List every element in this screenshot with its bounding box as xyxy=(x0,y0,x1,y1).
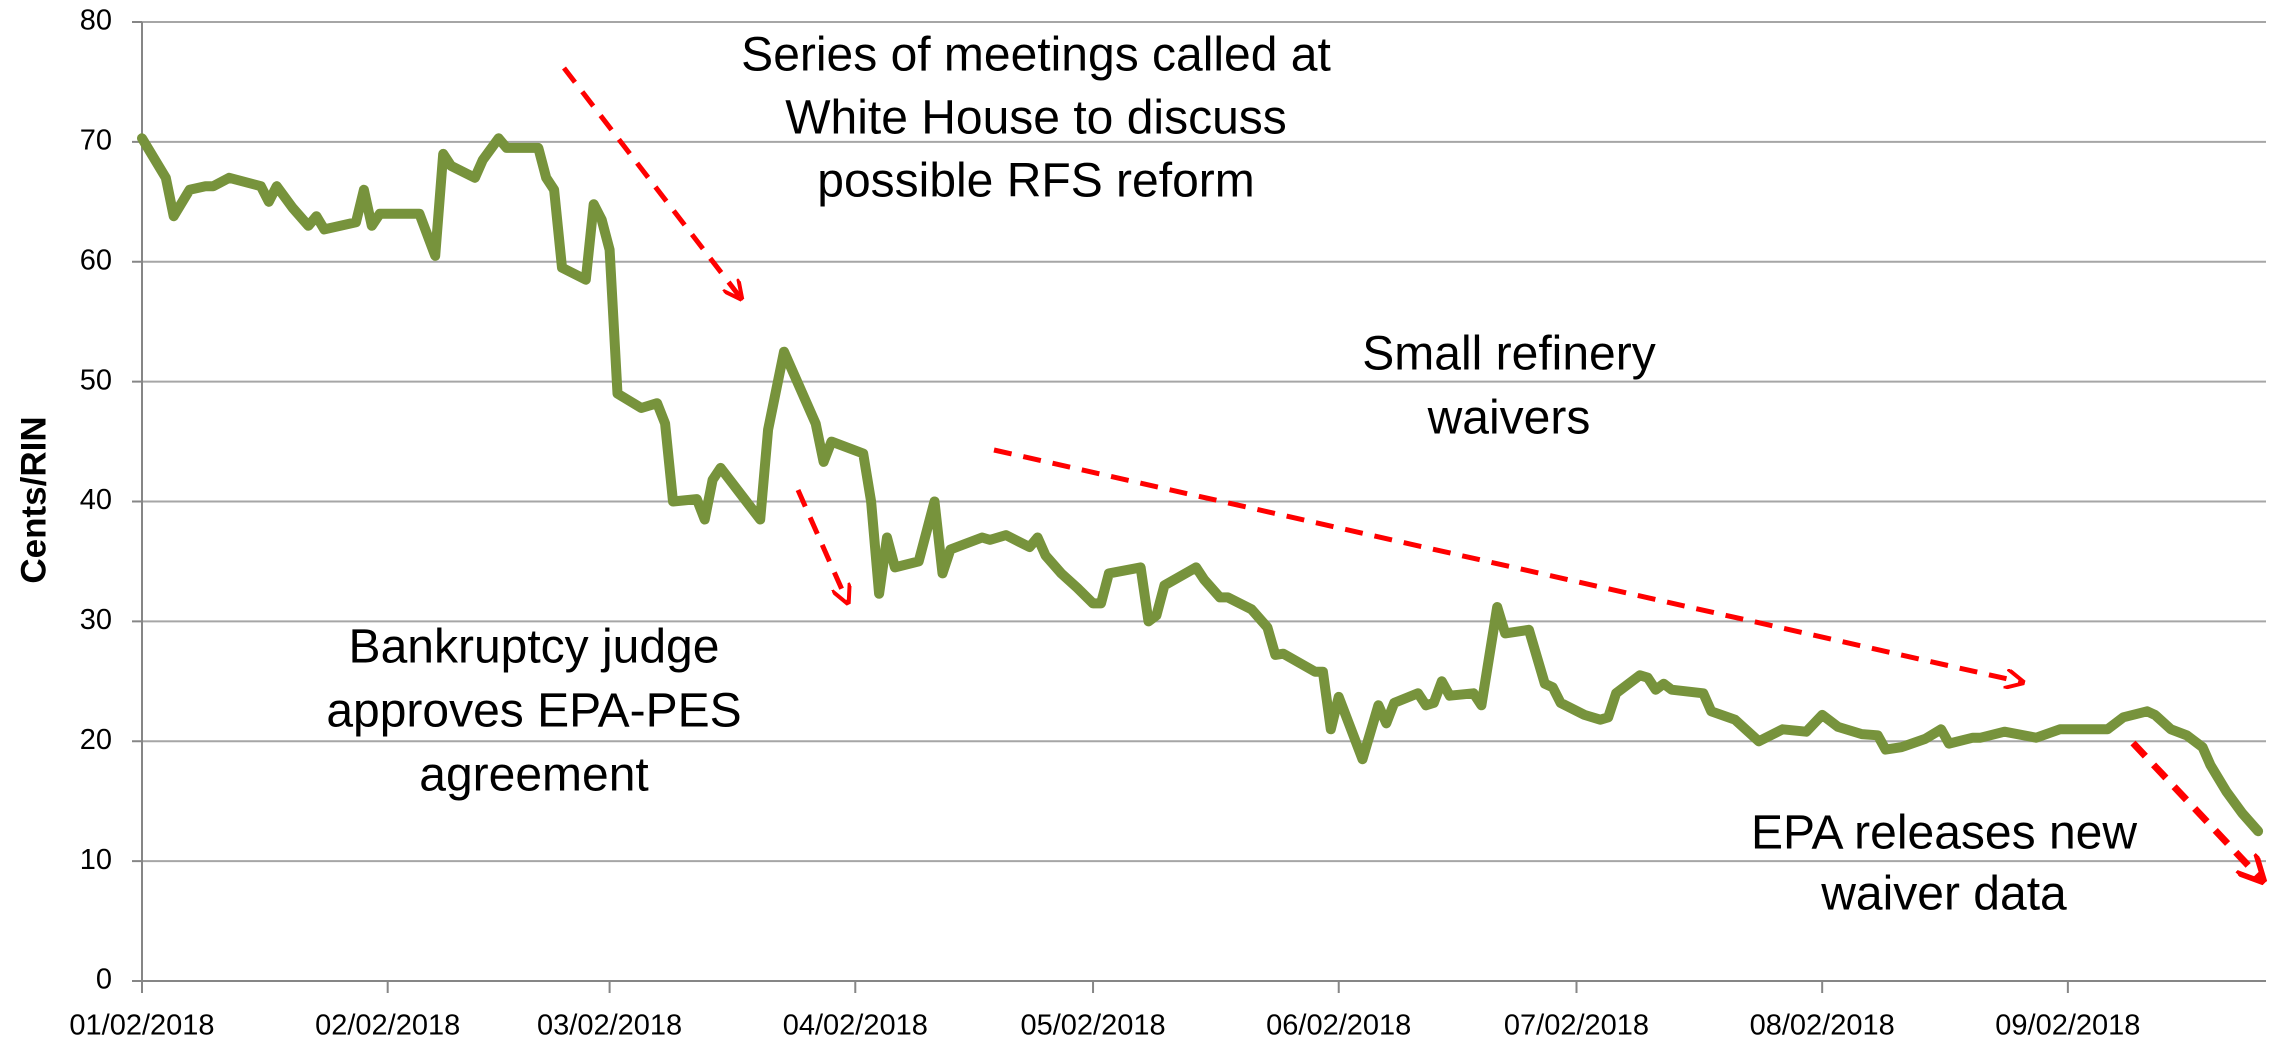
x-tick-label: 04/02/2018 xyxy=(783,1010,928,1042)
x-tick-label: 06/02/2018 xyxy=(1266,1010,1411,1042)
arrow xyxy=(562,66,740,297)
y-tick-label: 50 xyxy=(80,364,112,396)
y-tick-label: 30 xyxy=(80,604,112,636)
y-tick-label: 60 xyxy=(80,244,112,276)
annotation: White House to discuss xyxy=(785,92,1287,145)
y-tick-label: 0 xyxy=(96,964,112,996)
x-tick-label: 01/02/2018 xyxy=(69,1010,214,1042)
y-tick-label: 20 xyxy=(80,724,112,756)
annotation: waivers xyxy=(1427,392,1591,445)
arrow xyxy=(2130,740,2261,879)
arrow xyxy=(993,447,2021,682)
arrow xyxy=(795,488,847,601)
annotation: EPA releases new xyxy=(1751,807,2137,860)
annotation: Series of meetings called at xyxy=(741,29,1331,82)
grid xyxy=(132,21,2266,993)
annotation: Bankruptcy judge xyxy=(349,621,720,674)
x-tick-label: 08/02/2018 xyxy=(1750,1010,1895,1042)
y-tick-label: 10 xyxy=(80,844,112,876)
annotation: possible RFS reform xyxy=(817,155,1254,208)
annotation: agreement xyxy=(419,749,648,802)
x-tick-label: 05/02/2018 xyxy=(1020,1010,1165,1042)
x-tick-label: 03/02/2018 xyxy=(537,1010,682,1042)
y-axis-label: Cents/RIN xyxy=(14,416,53,583)
x-tick-label: 07/02/2018 xyxy=(1504,1010,1649,1042)
annotation: waiver data xyxy=(1820,868,2067,921)
y-tick-label: 80 xyxy=(80,5,112,37)
y-tick-label: 40 xyxy=(80,484,112,516)
data-line xyxy=(137,133,2264,837)
x-tick-label: 09/02/2018 xyxy=(1995,1010,2140,1042)
arrows xyxy=(562,66,2261,879)
annotation: approves EPA-PES xyxy=(326,685,741,738)
annotation: Small refinery xyxy=(1362,328,1655,381)
x-tick-label: 02/02/2018 xyxy=(315,1010,460,1042)
y-tick-label: 70 xyxy=(80,125,112,157)
